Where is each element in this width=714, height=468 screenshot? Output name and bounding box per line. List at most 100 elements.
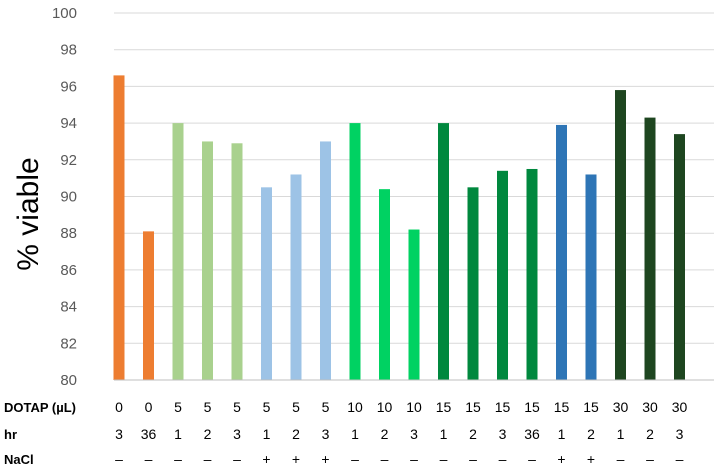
condition-row-label: DOTAP (µL) bbox=[4, 400, 76, 415]
condition-cell: 3 bbox=[322, 426, 330, 442]
bar bbox=[497, 170, 508, 380]
bar bbox=[231, 143, 243, 380]
y-tick-label: 98 bbox=[60, 42, 77, 59]
condition-cell: 5 bbox=[174, 399, 182, 415]
y-axis-label: % viable bbox=[12, 157, 45, 270]
condition-cell: + bbox=[587, 451, 595, 467]
y-tick-label: 100 bbox=[52, 5, 77, 22]
condition-cell: 15 bbox=[554, 399, 570, 415]
bars bbox=[113, 75, 685, 380]
condition-cell: – bbox=[617, 451, 625, 467]
condition-cell: 10 bbox=[347, 399, 363, 415]
condition-cell: – bbox=[499, 451, 507, 467]
condition-cell: + bbox=[321, 451, 329, 467]
condition-cell: 15 bbox=[436, 399, 452, 415]
bar bbox=[202, 141, 213, 380]
condition-cell: 30 bbox=[672, 399, 688, 415]
bar bbox=[379, 189, 390, 380]
y-tick-label: 82 bbox=[60, 335, 77, 352]
bar bbox=[349, 123, 361, 380]
y-axis-ticks: 80 82 84 86 88 90 92 94 96 98 100 bbox=[52, 5, 77, 389]
condition-cell: 3 bbox=[499, 426, 507, 442]
condition-cell: 0 bbox=[145, 399, 153, 415]
bar bbox=[261, 187, 272, 380]
condition-cell: – bbox=[528, 451, 536, 467]
condition-cell: 2 bbox=[381, 426, 389, 442]
bar bbox=[143, 231, 154, 380]
condition-cell: – bbox=[204, 451, 212, 467]
bar bbox=[674, 134, 685, 380]
condition-cell: – bbox=[646, 451, 654, 467]
condition-cell: 2 bbox=[469, 426, 477, 442]
condition-cell: 3 bbox=[233, 426, 241, 442]
y-tick-label: 96 bbox=[60, 78, 77, 95]
condition-row-label: NaCl bbox=[4, 452, 34, 467]
condition-cell: – bbox=[233, 451, 241, 467]
bar bbox=[615, 90, 626, 380]
condition-cell: 1 bbox=[351, 426, 359, 442]
condition-cell: 2 bbox=[587, 426, 595, 442]
condition-cell: 1 bbox=[558, 426, 566, 442]
condition-cell: 2 bbox=[646, 426, 654, 442]
condition-cell: 10 bbox=[406, 399, 422, 415]
y-tick-label: 90 bbox=[60, 189, 77, 206]
bar bbox=[585, 174, 597, 380]
condition-cell: 1 bbox=[440, 426, 448, 442]
bar bbox=[408, 229, 420, 380]
condition-cell: 5 bbox=[292, 399, 300, 415]
condition-cell: 5 bbox=[204, 399, 212, 415]
condition-cell: 3 bbox=[115, 426, 123, 442]
y-tick-label: 92 bbox=[60, 152, 77, 169]
condition-cell: – bbox=[145, 451, 153, 467]
condition-cell: 2 bbox=[292, 426, 300, 442]
condition-cell: – bbox=[469, 451, 477, 467]
condition-cell: – bbox=[115, 451, 123, 467]
bar bbox=[526, 168, 538, 380]
condition-cell: 15 bbox=[524, 399, 540, 415]
y-tick-label: 86 bbox=[60, 262, 77, 279]
condition-cell: 3 bbox=[676, 426, 684, 442]
condition-cell: 2 bbox=[204, 426, 212, 442]
condition-cell: + bbox=[292, 451, 300, 467]
condition-cell: – bbox=[351, 451, 359, 467]
condition-cell: 36 bbox=[524, 426, 540, 442]
condition-cell: 10 bbox=[377, 399, 393, 415]
bar bbox=[467, 187, 479, 380]
bar bbox=[438, 123, 449, 380]
condition-cell: – bbox=[410, 451, 418, 467]
bar bbox=[320, 141, 331, 380]
condition-cell: + bbox=[262, 451, 270, 467]
condition-table: DOTAP (µL) 0 0 5 5 5 5 5 5 10 10 10 15 15 15 15 15 15 30 30… bbox=[4, 399, 687, 467]
condition-cell: – bbox=[381, 451, 389, 467]
bar bbox=[290, 174, 302, 380]
condition-cell: 36 bbox=[141, 426, 157, 442]
condition-cell: 30 bbox=[642, 399, 658, 415]
condition-cell: 3 bbox=[410, 426, 418, 442]
condition-cell: 30 bbox=[613, 399, 629, 415]
condition-cell: 15 bbox=[495, 399, 511, 415]
bar bbox=[556, 124, 567, 380]
y-tick-label: 88 bbox=[60, 225, 77, 242]
condition-cell: + bbox=[557, 451, 565, 467]
condition-cell: 1 bbox=[263, 426, 271, 442]
condition-cell: – bbox=[174, 451, 182, 467]
condition-cell: 5 bbox=[233, 399, 241, 415]
condition-cell: 15 bbox=[583, 399, 599, 415]
condition-cell: 1 bbox=[174, 426, 182, 442]
condition-cell: 5 bbox=[322, 399, 330, 415]
condition-cell: 15 bbox=[465, 399, 481, 415]
condition-cell: – bbox=[440, 451, 448, 467]
condition-cell: – bbox=[676, 451, 684, 467]
condition-cell: 0 bbox=[115, 399, 123, 415]
condition-cell: 1 bbox=[617, 426, 625, 442]
bar bbox=[113, 75, 125, 380]
y-tick-label: 84 bbox=[60, 299, 77, 316]
bar bbox=[644, 117, 656, 380]
condition-row-label: hr bbox=[4, 427, 17, 442]
y-tick-label: 94 bbox=[60, 115, 77, 132]
condition-cell: 5 bbox=[263, 399, 271, 415]
y-tick-label: 80 bbox=[60, 372, 77, 389]
gridlines bbox=[114, 12, 714, 344]
bar bbox=[172, 123, 184, 380]
